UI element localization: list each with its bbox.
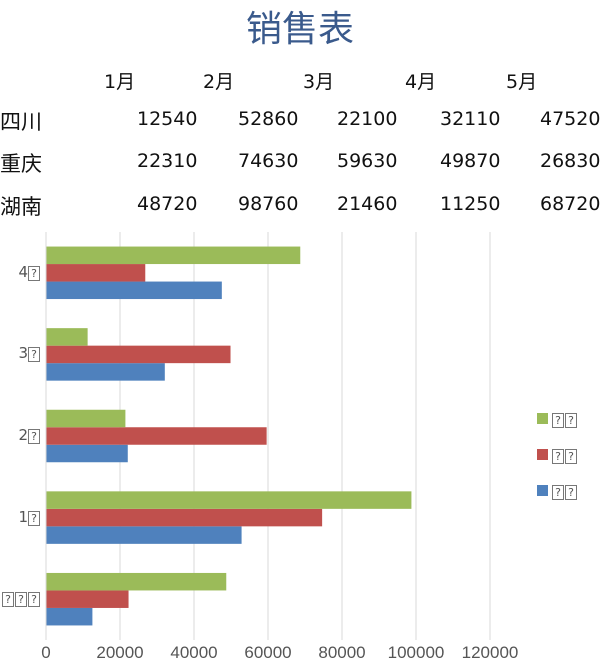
table-cell: 26830 <box>540 150 600 172</box>
table-cell: 68720 <box>540 193 600 215</box>
x-tick-label: 20000 <box>96 643 143 661</box>
legend-item: ?? <box>537 409 578 428</box>
row-label: 重庆 <box>0 152 42 176</box>
table-cell: 21460 <box>337 193 398 215</box>
table-cell: 59630 <box>337 150 398 172</box>
table-cell: 47520 <box>540 108 600 130</box>
row-label: 湖南 <box>0 195 42 219</box>
bar-series1-3 <box>46 363 165 381</box>
table-cell: 32110 <box>440 108 501 130</box>
y-category-label: 1? <box>18 508 41 526</box>
bar-series3-3 <box>46 328 88 346</box>
legend-label: ?? <box>552 409 578 428</box>
table-cell: 22100 <box>337 108 398 130</box>
y-category-label: 4? <box>18 263 41 281</box>
bar-series1-1 <box>46 526 242 544</box>
bar-series2-1 <box>46 508 323 527</box>
legend-swatch <box>537 485 548 496</box>
bar-series3-2 <box>46 409 126 428</box>
page-title: 销售表 <box>245 9 354 50</box>
legend-swatch <box>537 449 548 460</box>
legend-label: ?? <box>552 481 578 500</box>
table-cell: 52860 <box>238 108 299 130</box>
table-cell: 49870 <box>440 150 501 172</box>
y-category-label: 2? <box>18 426 41 444</box>
bar-series1-4 <box>46 281 222 300</box>
column-header: 2月 <box>203 71 235 93</box>
table-cell: 74630 <box>238 150 299 172</box>
table-cell: 22310 <box>137 150 198 172</box>
x-tick-label: 80000 <box>318 643 365 661</box>
column-header: 4月 <box>405 71 437 93</box>
table-cell: 12540 <box>137 108 198 130</box>
x-tick-label: 0 <box>41 643 50 661</box>
legend-label: ?? <box>552 445 578 464</box>
bar-series2-3 <box>46 345 231 364</box>
y-category-label: 3? <box>18 344 41 363</box>
bar-series2-0 <box>46 590 129 608</box>
bar-series2-2 <box>46 427 267 445</box>
column-header: 3月 <box>303 71 335 93</box>
legend-item: ?? <box>537 481 578 500</box>
bar-series2-4 <box>46 264 146 282</box>
table-cell: 98760 <box>238 193 299 215</box>
bar-series1-0 <box>46 607 93 626</box>
x-tick-label: 40000 <box>170 643 217 661</box>
bar-series1-2 <box>46 444 128 463</box>
x-tick-label: 120000 <box>462 643 519 661</box>
legend-item: ?? <box>537 445 578 464</box>
column-header: 5月 <box>506 71 538 93</box>
table-cell: 11250 <box>440 193 501 215</box>
bar-series3-0 <box>46 572 227 591</box>
row-label: 四川 <box>0 110 42 134</box>
column-header: 1月 <box>104 71 136 93</box>
table-cell: 48720 <box>137 193 198 215</box>
x-tick-label: 100000 <box>388 643 445 661</box>
bar-series3-4 <box>46 246 301 265</box>
y-category-label: ??? <box>2 589 41 608</box>
bar-series3-1 <box>46 491 412 509</box>
x-tick-label: 60000 <box>244 643 291 661</box>
legend-swatch <box>537 413 548 424</box>
